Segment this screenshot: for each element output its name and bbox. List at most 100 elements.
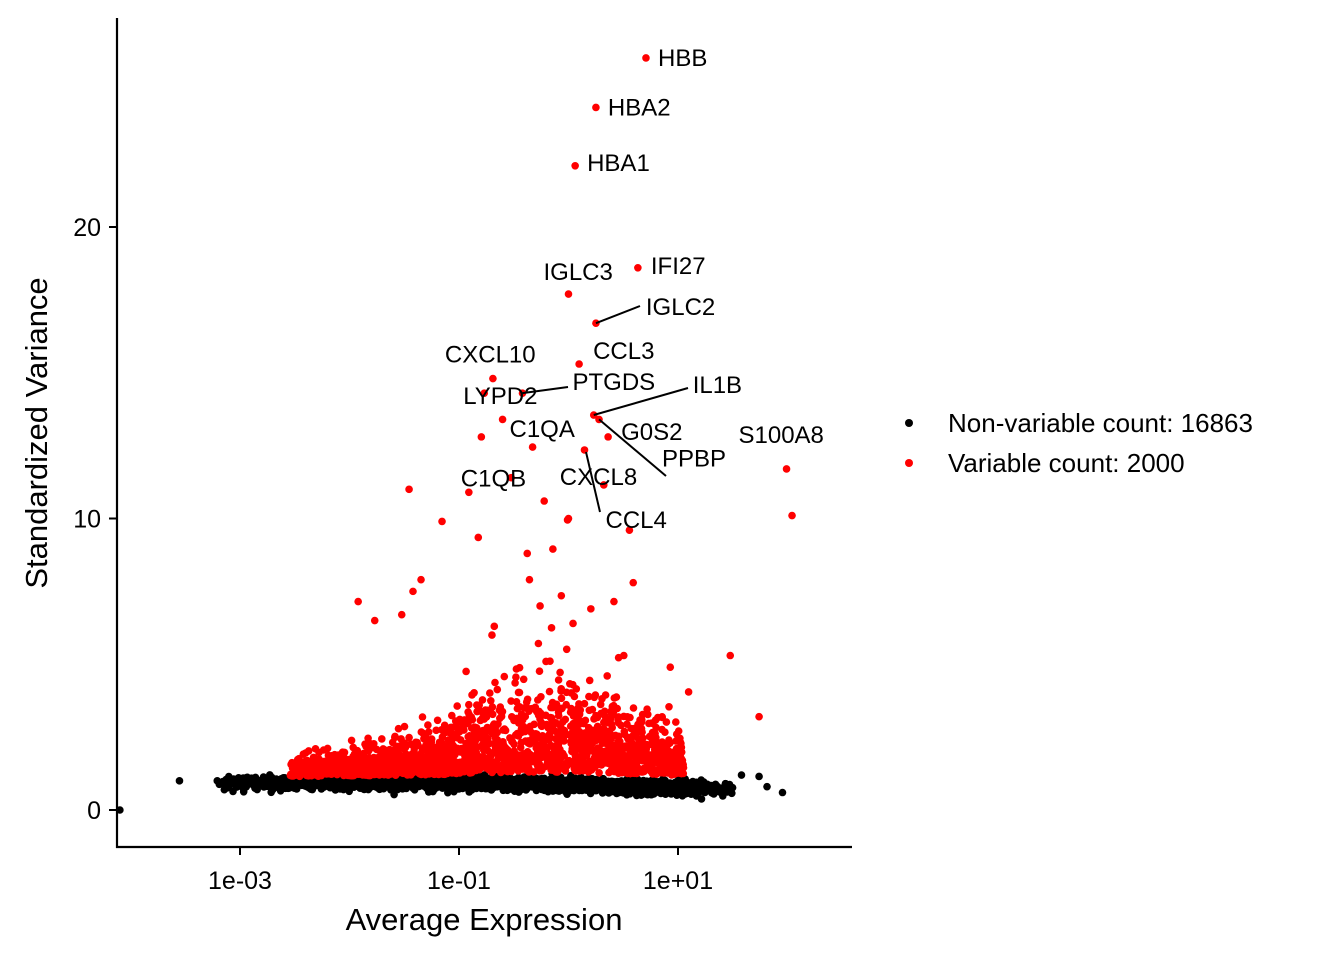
variable-point [393, 753, 402, 762]
variable-point [547, 703, 555, 712]
variable-point [333, 770, 341, 779]
variable-point [547, 624, 556, 632]
variable-point [486, 727, 495, 736]
non-variable-point [723, 788, 732, 796]
variable-point [672, 757, 680, 765]
legend-entry-variable: Variable count: 2000 [905, 448, 1185, 478]
variable-point [463, 760, 471, 768]
non-variable-point [763, 782, 771, 791]
variable-point [354, 597, 362, 606]
non-variable-point [596, 777, 604, 786]
labeled-gene-point [518, 389, 527, 397]
variable-point [400, 745, 409, 753]
variable-point [339, 761, 348, 769]
variable-point [424, 728, 433, 736]
variable-point [397, 610, 406, 619]
variable-point [566, 680, 574, 688]
variable-point [448, 750, 456, 758]
variable-point [371, 770, 379, 779]
non-variable-point [755, 772, 763, 781]
labeled-gene-point [580, 446, 589, 454]
x-tick-label: 1e+01 [643, 867, 713, 895]
variable-point [519, 675, 528, 684]
variable-point [609, 701, 618, 710]
variable-point [536, 715, 544, 723]
non-variable-point [219, 777, 227, 786]
x-axis-title: Average Expression [346, 902, 623, 937]
variable-point [572, 685, 581, 693]
variable-point [666, 663, 675, 671]
variable-point [311, 745, 320, 753]
variable-point [586, 758, 594, 767]
variable-point [424, 721, 432, 729]
variable-point [417, 749, 426, 758]
variable-point [519, 765, 527, 773]
non-variable-point [409, 780, 418, 789]
variable-point [579, 766, 588, 775]
variable-point [310, 756, 319, 764]
non-variable-point [628, 776, 637, 785]
non-variable-point [677, 788, 686, 796]
labeled-gene-point [571, 161, 579, 170]
non-variable-point [614, 778, 622, 787]
gene-label: S100A8 [739, 422, 824, 449]
variable-point [301, 749, 310, 757]
variable-point [473, 707, 481, 716]
variable-point [637, 724, 646, 733]
non-variable-point [724, 782, 732, 790]
variable-point [364, 747, 373, 755]
non-variable-point [550, 779, 559, 788]
non-variable-point [715, 785, 723, 794]
non-variable-point [469, 779, 478, 787]
variable-point [726, 651, 735, 660]
variable-point [542, 711, 550, 720]
variable-point [603, 748, 611, 757]
variable-point [562, 730, 571, 739]
variable-point [417, 575, 425, 584]
variable-point [661, 728, 669, 736]
variable-point [648, 753, 657, 762]
non-variable-point [236, 781, 244, 789]
variable-point [608, 741, 617, 750]
gene-label: PPBP [662, 445, 726, 472]
variable-point [433, 716, 442, 725]
variable-point [592, 754, 601, 763]
y-axis-title: Standardized Variance [19, 277, 54, 588]
variable-point [412, 763, 420, 772]
non-variable-point [503, 783, 511, 791]
variable-point [409, 587, 417, 596]
variable-point [361, 769, 370, 778]
variable-point [490, 622, 499, 631]
variable-point [527, 704, 536, 713]
variable-point [525, 768, 533, 776]
variable-point [514, 719, 523, 727]
non-variable-point [737, 771, 746, 779]
variable-point [286, 771, 295, 780]
non-variable-point [641, 790, 650, 798]
non-variable-point [543, 778, 552, 786]
variable-point [650, 745, 659, 754]
variable-point [463, 766, 472, 774]
variable-point [566, 722, 575, 730]
variable-point [448, 711, 456, 720]
non-variable-point [686, 781, 694, 789]
gene-label: C1QA [510, 416, 575, 443]
variable-point [598, 735, 607, 743]
variable-point [467, 739, 475, 747]
variable-point [470, 723, 479, 731]
variable-point [557, 591, 566, 600]
non-variable-point [628, 786, 636, 795]
leader-line [522, 386, 569, 395]
variable-point [497, 709, 506, 717]
variable-point [557, 687, 565, 695]
variable-point [340, 748, 349, 757]
non-variable-point [356, 779, 365, 788]
variable-point [590, 693, 599, 702]
variable-point [519, 758, 527, 767]
non-variable-point [649, 778, 658, 786]
variable-point [570, 692, 579, 701]
x-tick-label: 1e-01 [427, 867, 491, 895]
gene-label: LYPD2 [463, 383, 537, 410]
point-cloud [215, 639, 737, 803]
variable-point [512, 665, 521, 673]
